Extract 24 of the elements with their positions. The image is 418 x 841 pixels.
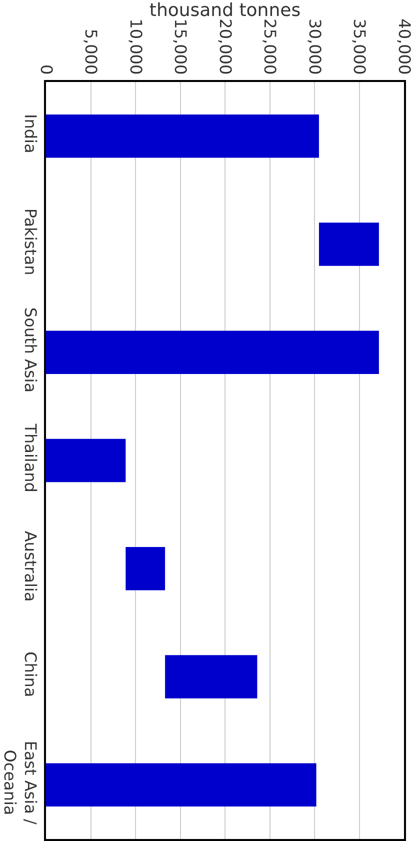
- bar: [165, 655, 258, 698]
- bar: [126, 547, 166, 590]
- x-axis-title: thousand tonnes: [149, 0, 301, 21]
- bar: [46, 330, 379, 374]
- bar: [46, 438, 126, 482]
- x-tick-label: 5,000: [82, 28, 101, 75]
- x-tick-label: 30,000: [305, 18, 324, 75]
- x-tick-label: 35,000: [350, 18, 370, 75]
- bar: [46, 114, 319, 158]
- y-tick-label: Pakistan: [21, 208, 40, 276]
- x-tick-label: 0: [36, 64, 56, 75]
- y-tick-label: India: [21, 114, 40, 154]
- x-tick-label: 20,000: [216, 18, 235, 75]
- y-tick-label: China: [21, 652, 40, 698]
- y-tick-label: Thailand: [21, 422, 40, 492]
- x-tick-label: 10,000: [126, 18, 146, 75]
- bar: [318, 222, 379, 266]
- bar: [46, 763, 316, 807]
- y-tick-label: Australia: [21, 530, 40, 602]
- y-tick-label: East Asia / Oceania: [0, 740, 40, 825]
- x-tick-label: 40,000: [394, 18, 414, 75]
- y-tick-label: South Asia: [21, 307, 40, 393]
- x-tick-label: 15,000: [171, 18, 190, 75]
- x-tick-label: 25,000: [260, 18, 280, 75]
